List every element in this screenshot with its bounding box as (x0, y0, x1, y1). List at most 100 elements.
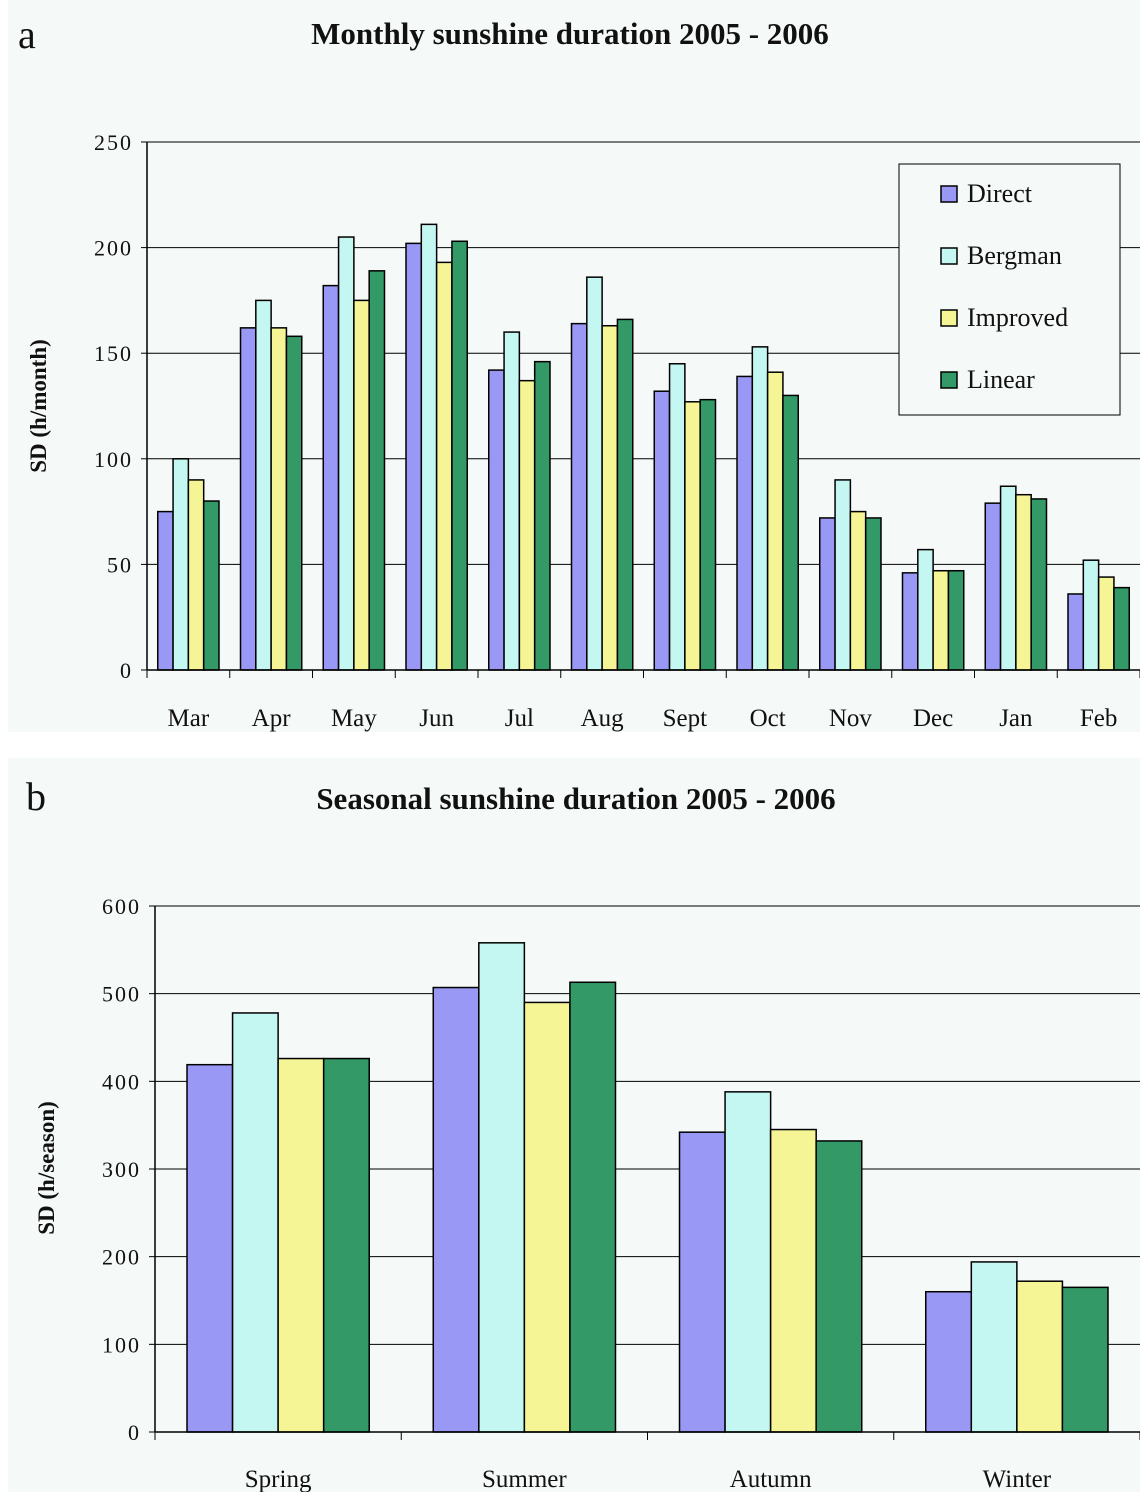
bar-improved-mar (187, 479, 205, 671)
bar-improved-nov (849, 510, 867, 671)
bar-direct-nov (819, 517, 836, 671)
bar-linear-aug (616, 318, 634, 671)
bar-direct-autumn (678, 1131, 726, 1433)
y-tick-label: 50 (107, 552, 133, 577)
bar-linear-feb (1113, 586, 1130, 671)
bar-improved-summer (523, 1001, 571, 1433)
bar-direct-spring (186, 1063, 234, 1433)
x-tick-label: Winter (983, 1466, 1052, 1492)
chart-panel-seasonal: b Seasonal sunshine duration 2005 - 2006… (8, 758, 1140, 1492)
bar-linear-sept (699, 398, 717, 671)
bar-improved-sept (684, 401, 701, 671)
bar-direct-apr (239, 327, 257, 671)
y-tick-label: 600 (102, 894, 141, 919)
bar-linear-jul (533, 360, 551, 671)
x-tick-label: Aug (581, 705, 625, 732)
x-tick-label: Apr (252, 705, 292, 732)
legend-label-direct: Direct (967, 179, 1033, 208)
bar-improved-oct (766, 371, 784, 671)
bar-linear-spring (322, 1057, 370, 1433)
bar-linear-jun (451, 240, 468, 671)
bar-bergman-oct (751, 346, 769, 671)
bar-direct-mar (157, 510, 174, 671)
y-tick-label: 250 (94, 130, 133, 155)
legend-box (898, 163, 1121, 416)
bar-linear-oct (782, 394, 799, 671)
bar-improved-aug (601, 324, 619, 671)
monthly-y-axis-label: SD (h/month) (26, 339, 51, 473)
bar-bergman-jul (503, 331, 521, 671)
monthly-chart-svg: a Monthly sunshine duration 2005 - 2006 … (18, 12, 1140, 732)
panel-letter-b: b (26, 774, 46, 819)
seasonal-chart-title: Seasonal sunshine duration 2005 - 2006 (316, 781, 835, 816)
x-tick-label: Dec (913, 705, 953, 732)
x-tick-label: Jan (999, 705, 1033, 732)
bar-direct-oct (736, 375, 754, 671)
bar-linear-mar (202, 500, 220, 671)
bar-linear-winter (1061, 1286, 1109, 1433)
bar-improved-winter (1016, 1280, 1064, 1433)
chart-panel-monthly: a Monthly sunshine duration 2005 - 2006 … (8, 0, 1140, 732)
bar-bergman-winter (970, 1261, 1018, 1433)
bar-improved-feb (1097, 576, 1115, 671)
seasonal-y-axis-label: SD (h/season) (34, 1101, 59, 1235)
y-tick-label: 200 (94, 236, 133, 261)
x-tick-label: Nov (829, 705, 873, 732)
bar-linear-apr (285, 335, 303, 671)
x-tick-label: Jul (505, 705, 534, 732)
bar-linear-summer (569, 981, 617, 1433)
bar-improved-apr (270, 327, 288, 671)
bar-bergman-spring (231, 1012, 279, 1433)
bar-bergman-dec (917, 548, 934, 671)
y-tick-label: 500 (102, 982, 141, 1007)
legend-swatch-linear (940, 371, 958, 389)
x-tick-label: Feb (1080, 705, 1118, 732)
bar-improved-jul (518, 379, 536, 671)
bar-bergman-aug (586, 276, 603, 671)
bar-direct-winter (925, 1290, 973, 1433)
bar-direct-feb (1067, 593, 1085, 671)
legend-swatch-direct (940, 185, 958, 203)
bar-direct-may (322, 284, 340, 671)
bar-improved-jan (1015, 493, 1032, 671)
bar-bergman-jun (420, 223, 438, 671)
x-tick-label: May (331, 705, 377, 732)
bar-linear-autumn (815, 1140, 863, 1433)
bar-bergman-autumn (724, 1091, 772, 1433)
bar-improved-dec (932, 569, 950, 671)
y-tick-label: 100 (102, 1332, 141, 1357)
bar-linear-jan (1030, 498, 1048, 671)
bar-direct-sept (653, 390, 671, 671)
bar-direct-summer (432, 986, 480, 1433)
x-tick-label: Mar (168, 705, 210, 732)
bar-improved-may (353, 299, 370, 671)
bar-bergman-apr (255, 299, 272, 671)
legend-swatch-improved (940, 309, 958, 327)
y-tick-label: 200 (102, 1245, 141, 1270)
y-tick-label: 0 (128, 1420, 141, 1445)
bar-bergman-summer (478, 942, 526, 1433)
legend-label-bergman: Bergman (967, 241, 1062, 270)
bar-direct-jul (488, 369, 505, 671)
bar-bergman-nov (834, 479, 852, 671)
legend-swatch-bergman (940, 247, 958, 265)
bar-linear-dec (947, 569, 965, 671)
bar-bergman-mar (172, 458, 190, 671)
bar-direct-aug (570, 322, 588, 671)
bar-improved-spring (277, 1057, 325, 1433)
monthly-chart-title: Monthly sunshine duration 2005 - 2006 (311, 16, 829, 51)
bar-linear-may (368, 270, 386, 671)
x-tick-label: Oct (750, 705, 786, 732)
bar-bergman-may (337, 236, 355, 671)
seasonal-chart-svg: b Seasonal sunshine duration 2005 - 2006… (26, 774, 1140, 1492)
y-tick-label: 400 (102, 1069, 141, 1094)
y-tick-label: 0 (120, 658, 133, 683)
bar-bergman-jan (999, 485, 1017, 671)
x-tick-label: Summer (482, 1466, 567, 1492)
legend-label-linear: Linear (967, 365, 1035, 394)
x-tick-label: Autumn (730, 1466, 812, 1492)
bar-bergman-feb (1082, 559, 1100, 671)
bar-bergman-sept (668, 363, 686, 671)
bar-improved-autumn (769, 1128, 817, 1433)
x-tick-label: Sept (663, 705, 708, 732)
